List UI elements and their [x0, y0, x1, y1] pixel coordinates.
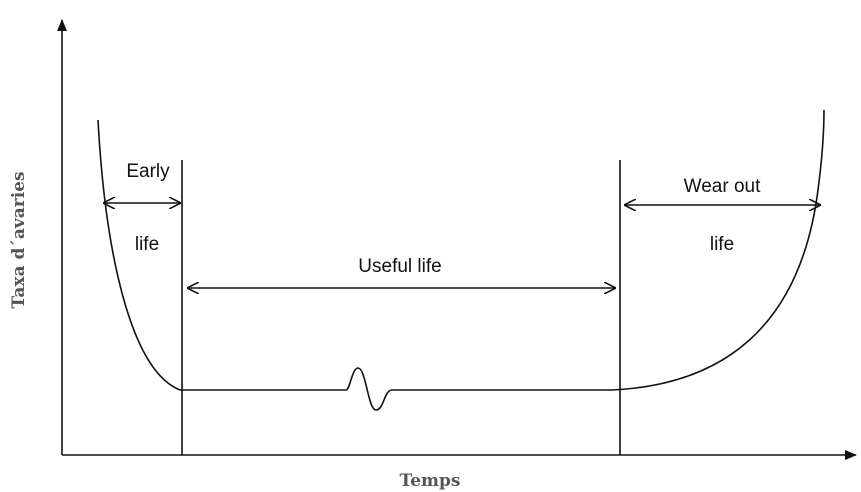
region-label: life [710, 234, 734, 255]
region-label: life [135, 234, 159, 255]
bathtub-curve [97, 109, 825, 411]
x-axis-label: Temps [400, 471, 461, 491]
region-label: Useful life [358, 256, 441, 277]
y-axis-label: Taxa d´avaries [9, 171, 29, 308]
region-label: Early [126, 161, 170, 182]
region-label: Wear out [684, 176, 761, 197]
